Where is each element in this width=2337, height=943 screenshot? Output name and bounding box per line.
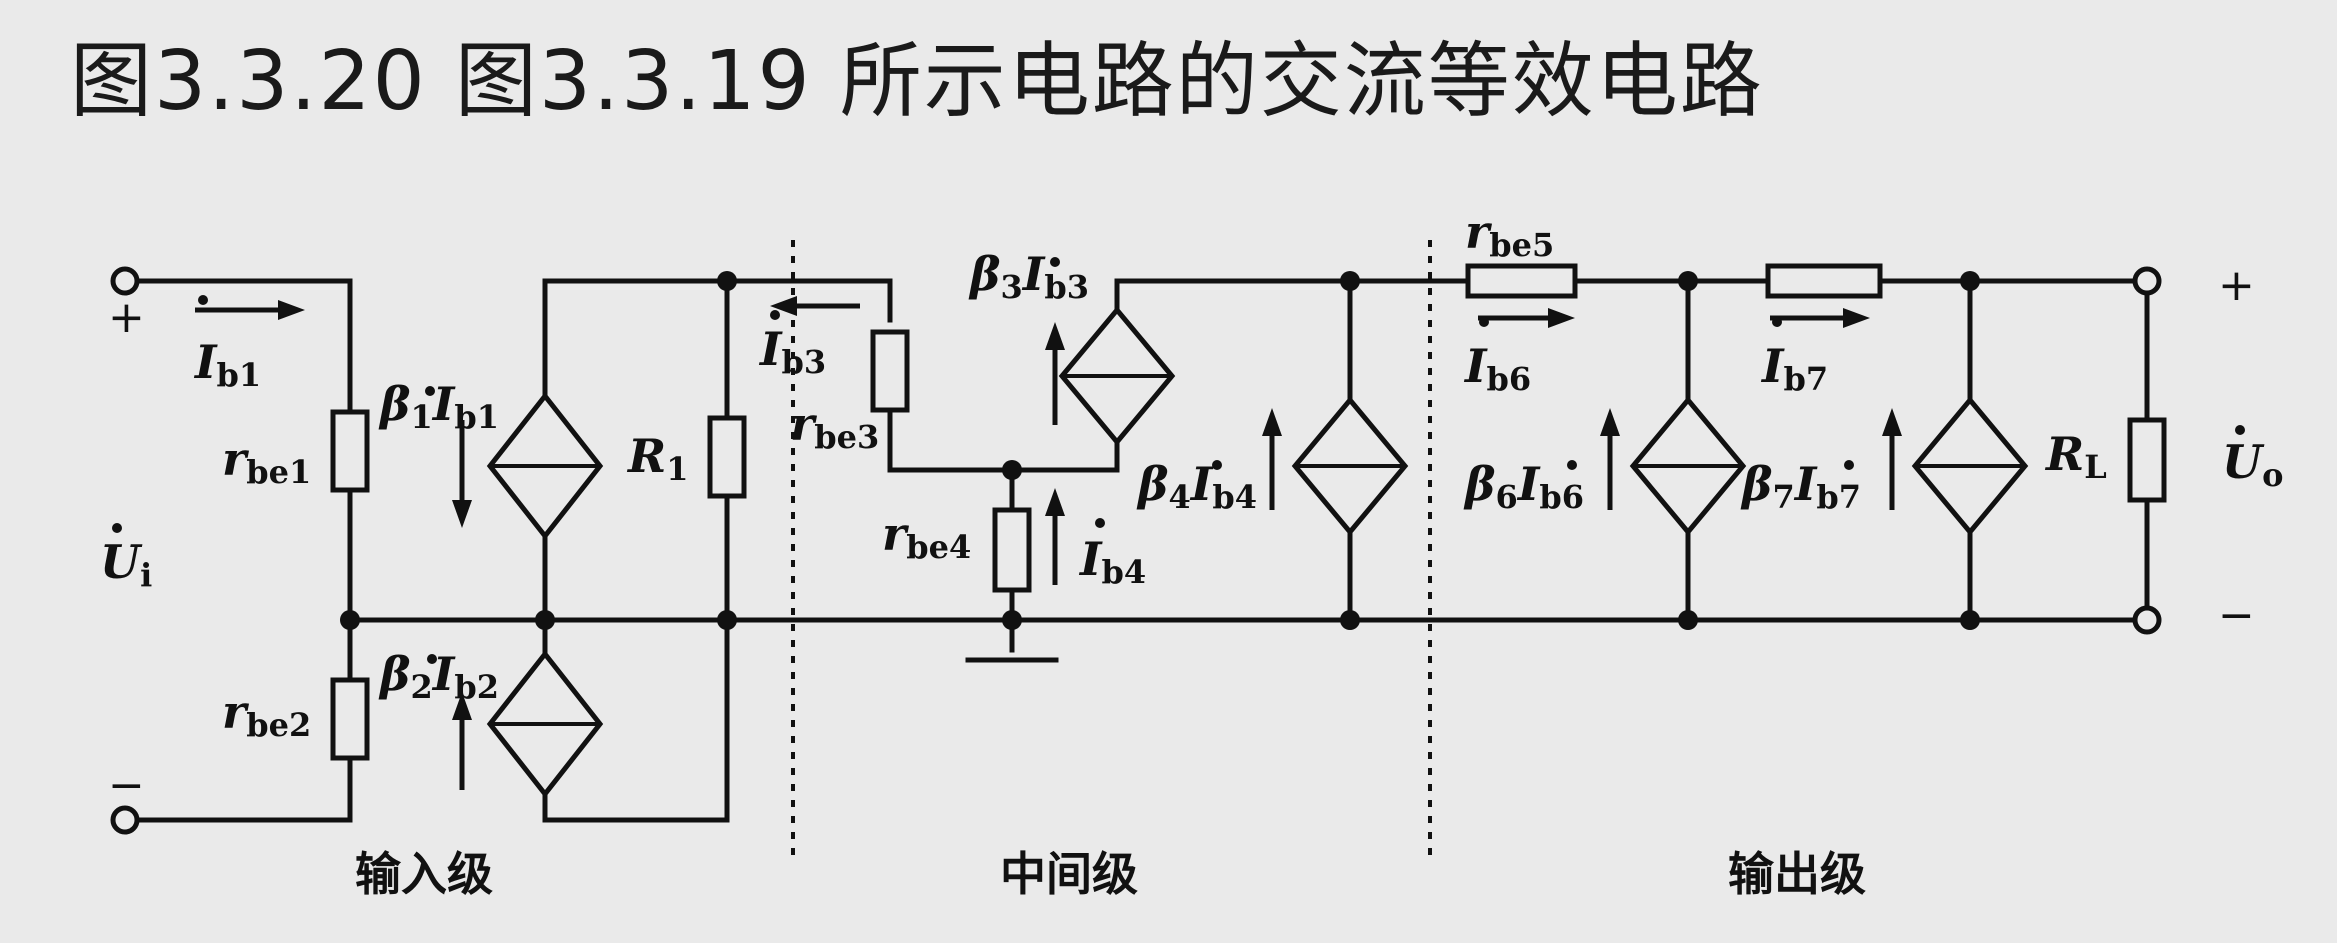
rbe3-bottom-wire	[887, 409, 1120, 473]
label-ib7: Ib7	[1760, 339, 1828, 398]
phasor-dots	[112, 257, 2245, 664]
resistor-r1	[707, 415, 747, 499]
label-beta4: β4Ib4	[1136, 457, 1257, 516]
label-beta1: β1Ib1	[378, 377, 499, 436]
resistor-rbe2	[330, 677, 370, 761]
source-beta1	[486, 391, 604, 541]
resistor-rbe5	[1465, 263, 1578, 299]
resistor-rbe4	[992, 507, 1032, 593]
label-ib4: Ib4	[1078, 532, 1146, 591]
label-beta6: β6Ib6	[1463, 457, 1584, 516]
input-terminal-minus	[110, 805, 140, 835]
label-beta2: β2Ib2	[378, 647, 499, 706]
label-ib3: Ib3	[758, 322, 826, 381]
junction-dots	[340, 271, 1980, 630]
source-beta4	[1291, 396, 1409, 536]
label-stage-input: 输入级	[355, 847, 493, 901]
wires	[130, 278, 2150, 823]
output-terminal-plus	[2132, 266, 2162, 296]
label-stage-output: 输出级	[1728, 847, 1866, 901]
label-uo: Uo	[2222, 435, 2283, 494]
label-minus-in: −	[108, 760, 145, 811]
input-block-outline	[542, 278, 730, 823]
label-r1: R1	[626, 429, 689, 488]
label-ui: Ui	[100, 535, 152, 594]
label-rbe1: rbe1	[222, 432, 311, 491]
label-beta3: β3Ib3	[968, 247, 1089, 306]
source-beta6	[1629, 396, 1747, 536]
label-ib1: Ib1	[193, 335, 261, 394]
resistor-rbe1	[330, 409, 370, 493]
label-rbe2: rbe2	[222, 685, 311, 744]
label-ib6: Ib6	[1463, 339, 1531, 398]
dependent-sources	[486, 306, 2029, 799]
page-title: 图3.3.20 图3.3.19 所示电路的交流等效电路	[70, 34, 1764, 129]
label-rbe4: rbe4	[882, 507, 971, 566]
rbe3-top-wire	[724, 278, 893, 323]
resistor-rl	[2127, 417, 2167, 503]
label-beta7: β7Ib7	[1740, 457, 1861, 516]
source-beta7	[1911, 396, 2029, 536]
input-wire-loop	[130, 278, 353, 823]
source-beta2	[486, 649, 604, 799]
label-stage-middle: 中间级	[1000, 847, 1138, 901]
labels: + − + − Ui Uo Ib1 rbe1 rbe2 β1Ib1 β2Ib2 …	[100, 205, 2283, 901]
source-beta3	[1058, 306, 1176, 446]
label-plus-in: +	[108, 292, 145, 343]
input-terminal-plus	[110, 266, 140, 296]
label-plus-out: +	[2218, 260, 2255, 311]
current-arrows	[195, 296, 1902, 790]
resistor-rbe3	[870, 329, 910, 413]
output-terminal-minus	[2132, 605, 2162, 635]
label-minus-out: −	[2218, 590, 2255, 641]
label-rl: RL	[2044, 427, 2107, 486]
label-rbe5: rbe5	[1465, 205, 1554, 264]
label-rbe3: rbe3	[790, 397, 879, 456]
resistor-rbe7	[1765, 263, 1883, 299]
